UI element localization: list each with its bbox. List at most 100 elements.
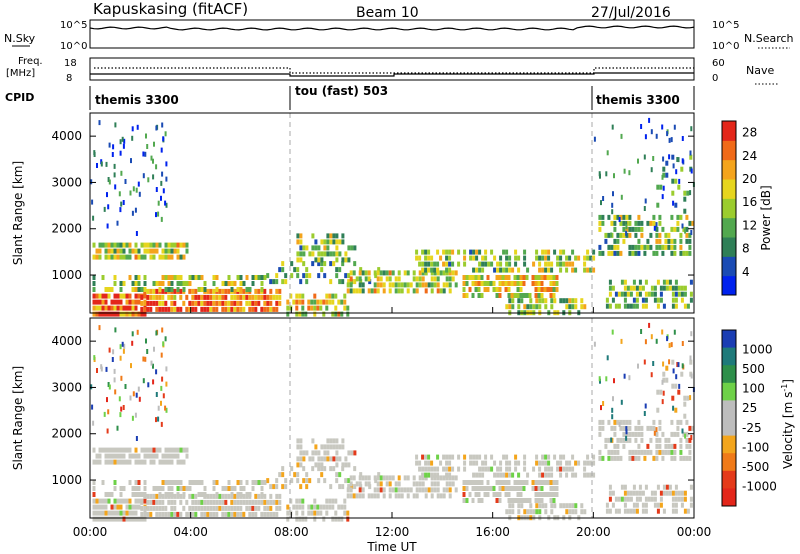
velocity-cell (107, 382, 110, 387)
velocity-cell (101, 447, 105, 453)
power-cell (107, 305, 111, 311)
velocity-cell (113, 453, 117, 459)
velocity-cell (427, 460, 431, 466)
velocity-cell (158, 505, 162, 511)
velocity-cell (134, 480, 138, 485)
power-cell (631, 250, 635, 256)
velocity-cell (686, 508, 690, 514)
power-cell (110, 248, 114, 254)
velocity-cell (571, 472, 575, 478)
velocity-cell (147, 382, 150, 388)
velocity-cell (307, 504, 311, 510)
velocity-cell (347, 478, 351, 484)
power-cell (132, 186, 135, 192)
velocity-cell (665, 484, 669, 490)
power-cell (622, 214, 626, 220)
power-cell (203, 306, 207, 312)
power-cell (613, 226, 617, 232)
power-cell (529, 298, 533, 304)
velocity-cell (580, 509, 584, 515)
velocity-cell (313, 510, 317, 516)
velocity-cell (640, 425, 644, 431)
velocity-cell (100, 366, 103, 372)
velocity-cell (317, 478, 321, 484)
velocity-cell (329, 466, 333, 472)
velocity-cell (546, 480, 550, 485)
velocity-cell (688, 437, 692, 443)
velocity-cell (113, 480, 117, 485)
velocity-cell (251, 499, 255, 505)
velocity-cell (477, 480, 481, 485)
velocity-cell (613, 419, 617, 425)
power-cell (403, 282, 407, 288)
power-cell (475, 267, 479, 273)
velocity-cell (421, 481, 425, 487)
power-cell (607, 250, 611, 256)
velocity-cell (652, 419, 656, 425)
power-cell (359, 267, 363, 273)
power-cell (610, 244, 614, 250)
power-cell (310, 299, 314, 305)
velocity-cell (471, 486, 475, 491)
power-cell (218, 300, 222, 306)
power-cell (379, 270, 383, 276)
power-cell (626, 303, 630, 309)
velocity-cell (332, 438, 336, 444)
velocity-cell (347, 450, 351, 456)
velocity-colorbar-swatch (722, 400, 736, 419)
velocity-cell (649, 449, 653, 455)
power-cell (436, 267, 440, 273)
power-cell (534, 281, 538, 286)
power-cell (644, 134, 647, 140)
power-cell (622, 238, 626, 244)
velocity-cell (92, 447, 96, 453)
velocity-cell (194, 493, 198, 499)
velocity-cell (689, 359, 693, 365)
velocity-cell (112, 349, 115, 355)
velocity-cell (670, 431, 674, 437)
power-cell (149, 306, 153, 312)
velocity-cell (251, 486, 255, 491)
power-cell (685, 250, 689, 256)
power-cell (531, 281, 535, 286)
power-cell (149, 288, 153, 294)
velocity-cell (691, 425, 695, 431)
velocity-cell (317, 456, 321, 462)
power-cell (412, 270, 416, 276)
velocity-cell (161, 486, 165, 491)
power-cell (106, 223, 109, 229)
power-cell (334, 293, 338, 299)
velocity-cell (608, 508, 612, 514)
cpid-panel: CPID themis 3300 tou (fast) 503 themis 3… (5, 84, 695, 110)
power-cell (522, 293, 526, 298)
power-cell (161, 122, 164, 128)
velocity-cell (118, 396, 121, 402)
velocity-cell (484, 460, 488, 466)
power-cell (125, 299, 129, 305)
power-cell (445, 261, 449, 267)
velocity-cell (632, 508, 636, 514)
velocity-cell (266, 478, 270, 484)
power-cell (406, 282, 410, 288)
power-cell (436, 261, 440, 267)
velocity-cell (622, 419, 626, 425)
power-cell (101, 311, 105, 317)
power-cell (562, 298, 566, 304)
velocity-cell (173, 505, 177, 511)
power-cell (296, 239, 300, 245)
power-cell (254, 288, 258, 294)
velocity-cell (135, 436, 138, 441)
velocity-cell (106, 428, 109, 434)
velocity-cell (212, 505, 216, 511)
power-cell (650, 285, 654, 291)
velocity-cell (95, 498, 99, 504)
velocity-cell (424, 472, 428, 478)
velocity-cell (571, 466, 575, 472)
velocity-cell (436, 466, 440, 472)
power-cell (302, 273, 306, 279)
power-cell (640, 124, 643, 129)
power-cell (487, 261, 491, 267)
power-cell (628, 244, 632, 250)
power-cell (191, 300, 195, 306)
power-cell (203, 281, 207, 286)
